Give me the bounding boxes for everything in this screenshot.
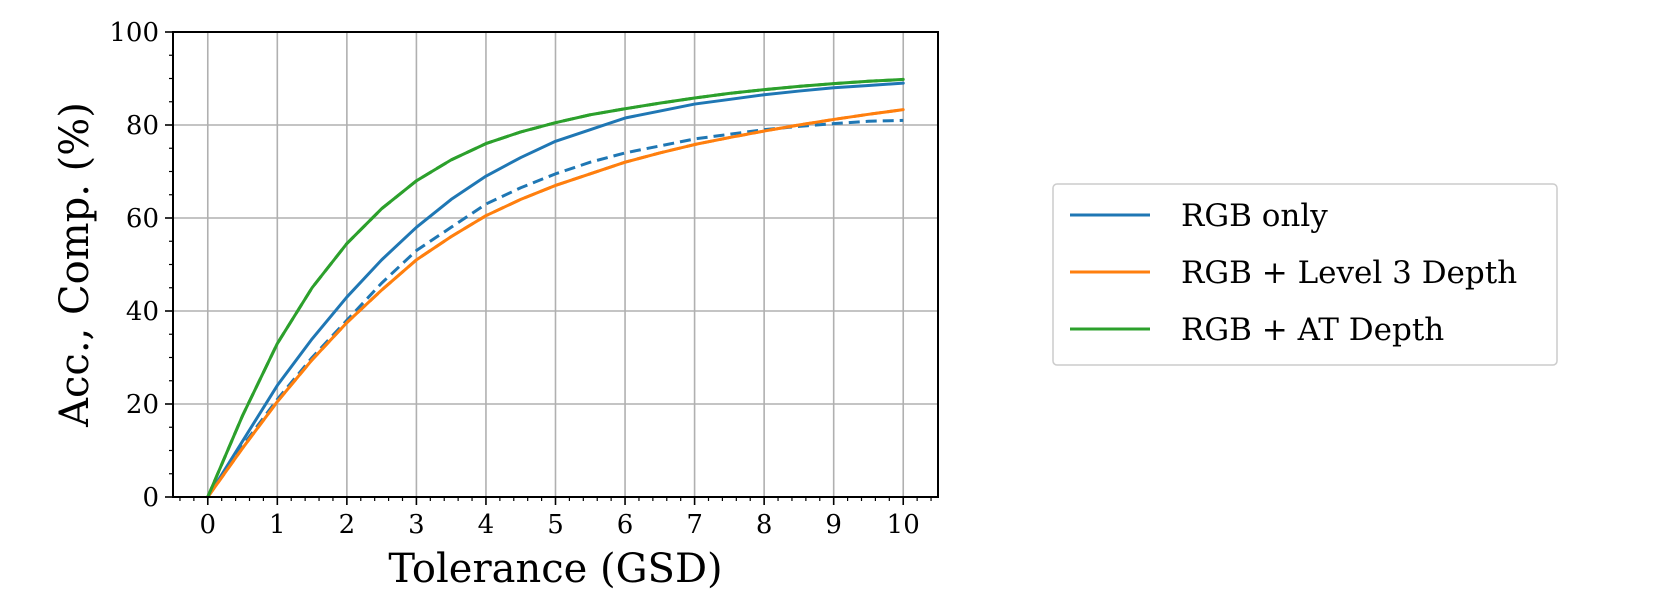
x-tick-label: 1	[269, 510, 286, 540]
y-tick-label: 40	[126, 297, 159, 327]
x-tick-label: 9	[825, 510, 842, 540]
legend-label: RGB only	[1181, 198, 1328, 234]
x-tick-label: 3	[408, 510, 425, 540]
legend-label: RGB + AT Depth	[1181, 312, 1444, 348]
series-line-rgb-only-solid	[206, 81, 905, 499]
legend-box	[1052, 183, 1558, 366]
x-tick-label: 8	[756, 510, 773, 540]
y-tick-label: 80	[126, 111, 159, 141]
legend-label: RGB + Level 3 Depth	[1181, 255, 1517, 291]
y-tick-label: 60	[126, 204, 159, 234]
x-axis-title: Tolerance (GSD)	[388, 546, 722, 592]
series-lines	[206, 77, 905, 499]
y-tick-label: 100	[109, 18, 159, 48]
y-tick-label: 0	[142, 483, 159, 513]
x-tick-label: 6	[617, 510, 634, 540]
axis-ticks	[165, 31, 932, 505]
y-tick-label: 20	[126, 390, 159, 420]
x-tick-label: 7	[686, 510, 703, 540]
x-tick-label: 4	[478, 510, 495, 540]
x-tick-label: 5	[547, 510, 564, 540]
legend: RGB only RGB + Level 3 Depth RGB + AT Dept…	[1052, 183, 1558, 366]
grid-lines	[173, 31, 938, 498]
series-line-rgb-at-depth-solid	[206, 77, 905, 499]
x-tick-label: 0	[199, 510, 216, 540]
legend-entries: RGB only RGB + Level 3 Depth RGB + AT Dept…	[1070, 198, 1517, 348]
series-line-rgb-level-3-depth-solid	[206, 108, 905, 499]
x-tick-label: 2	[339, 510, 356, 540]
y-axis-title: Acc., Comp. (%)	[52, 102, 98, 428]
x-tick-label: 10	[887, 510, 920, 540]
